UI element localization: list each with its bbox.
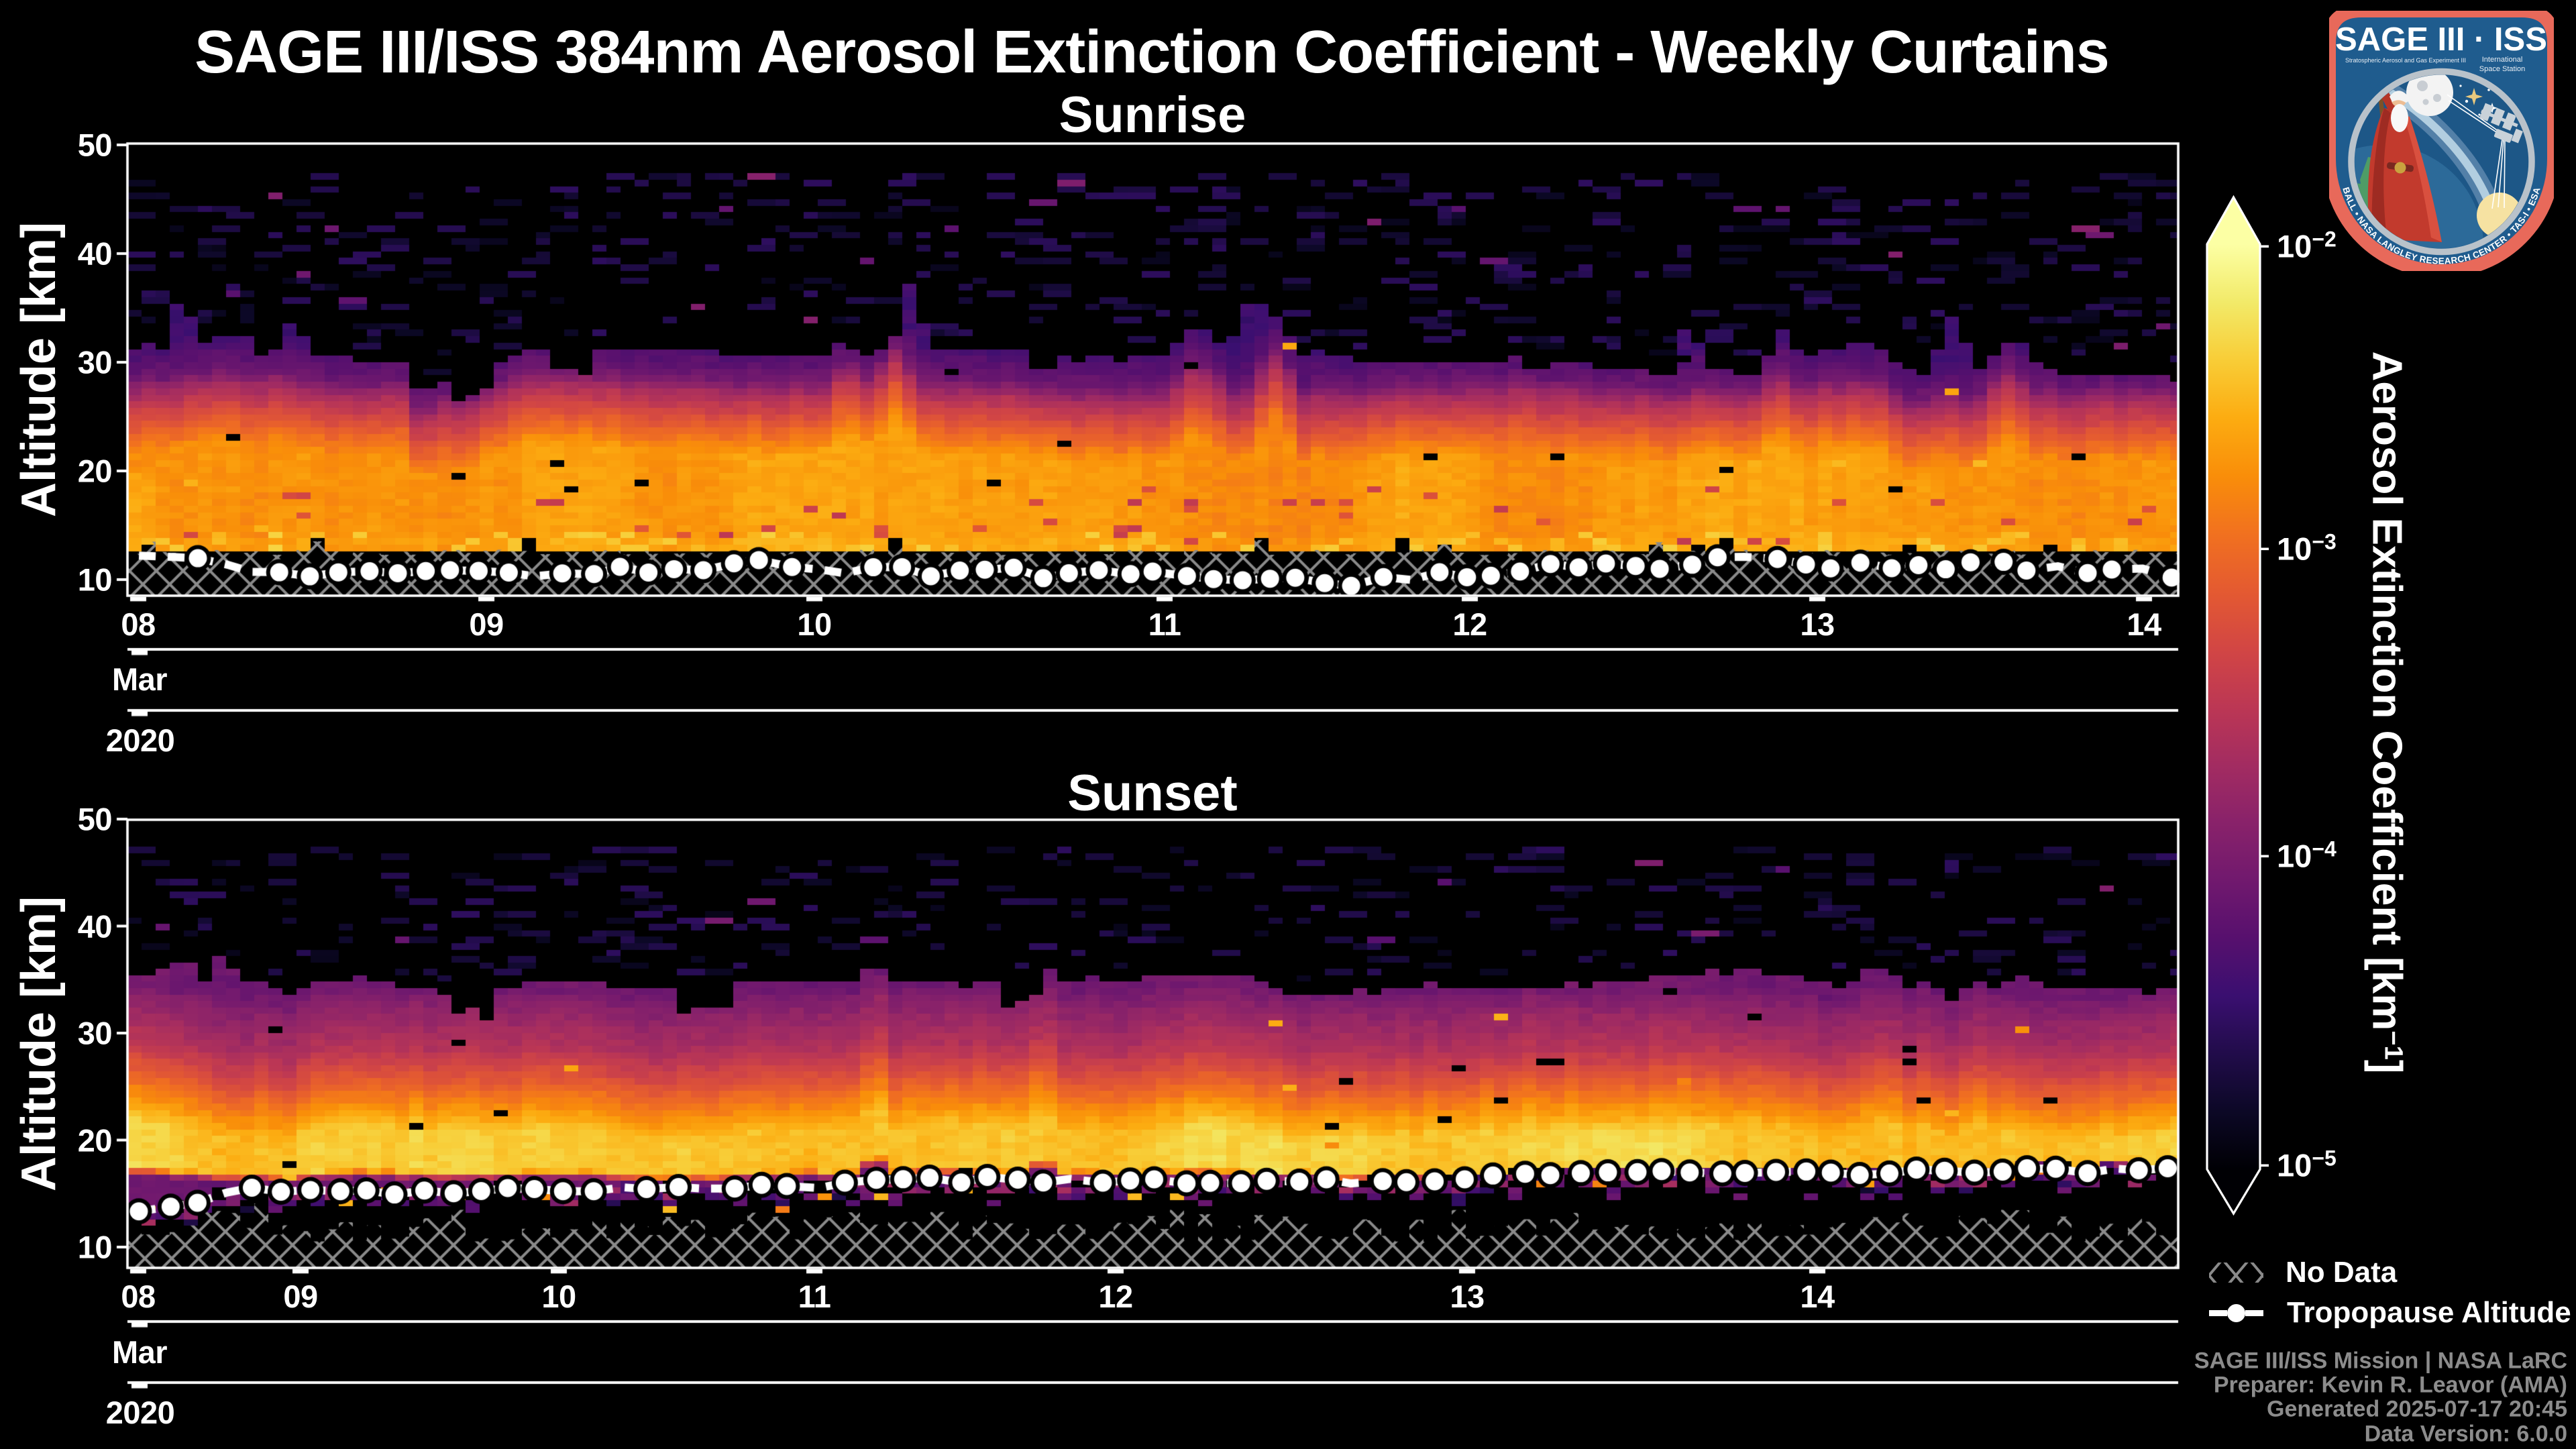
svg-text:Space Station: Space Station xyxy=(2479,65,2526,73)
svg-text:Stratospheric Aerosol and Gas: Stratospheric Aerosol and Gas Experiment… xyxy=(2345,57,2466,64)
svg-text:International: International xyxy=(2482,56,2523,64)
svg-text:SAGE III · ISS: SAGE III · ISS xyxy=(2335,21,2547,58)
